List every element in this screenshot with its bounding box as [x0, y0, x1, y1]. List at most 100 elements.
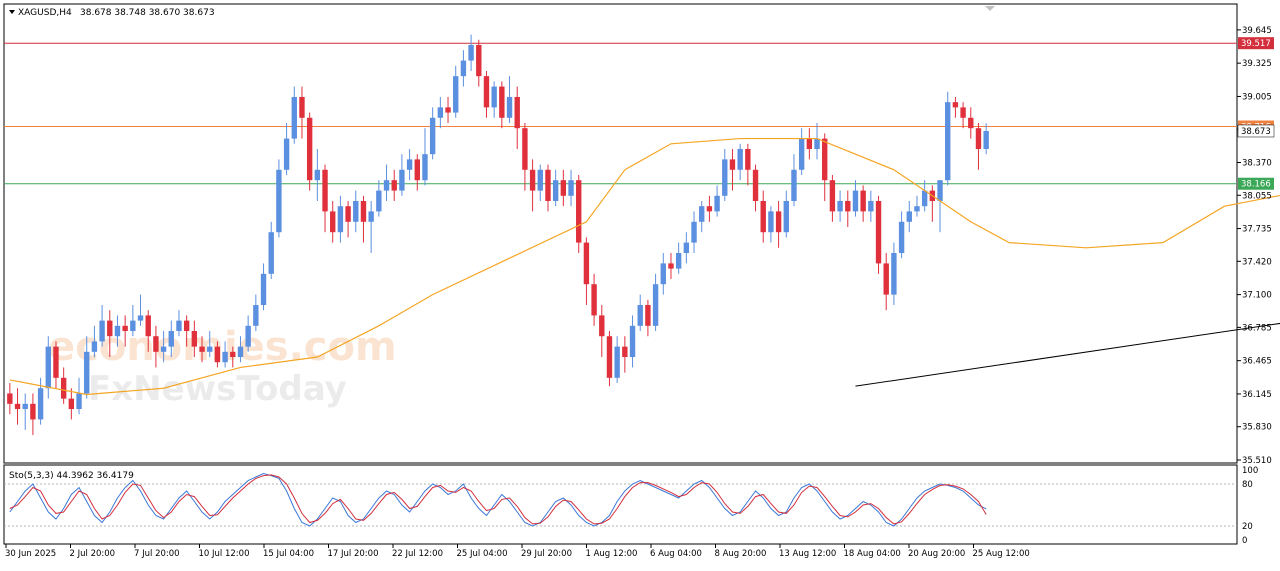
candle-body: [822, 138, 828, 181]
candle-body: [706, 206, 713, 212]
candle-body: [814, 138, 820, 149]
candle-body: [806, 138, 813, 149]
time-tick-label: 18 Aug 04:00: [844, 549, 901, 559]
candle-body: [914, 206, 920, 212]
level-tag-box: [1238, 177, 1274, 190]
candle-body: [260, 273, 267, 306]
candle-body: [775, 211, 782, 233]
candle-body: [683, 242, 690, 254]
candle-body: [476, 44, 482, 77]
candle-body: [114, 325, 121, 337]
oscillator-label: Sto(5,3,3) 44.3962 36.4179: [9, 471, 134, 481]
time-tick-label: 15 Jul 04:00: [263, 549, 314, 559]
price-tick-label: 39.325: [1242, 59, 1272, 69]
candle-body: [68, 398, 75, 410]
candle-body: [222, 351, 228, 363]
price-tick-label: 39.645: [1242, 26, 1272, 36]
candle-body: [522, 128, 528, 170]
price-tick-label: 36.145: [1242, 390, 1272, 400]
candle-body: [145, 315, 151, 337]
candle-body: [337, 206, 344, 233]
candle-body: [660, 263, 666, 285]
candle-body: [591, 284, 597, 316]
candle-body: [699, 206, 705, 222]
candle-body: [860, 190, 866, 212]
candle-body: [383, 180, 390, 191]
dropdown-triangle-icon[interactable]: [9, 10, 15, 14]
time-tick-label: 8 Aug 20:00: [715, 549, 767, 559]
time-tick-label: 17 Jul 20:00: [328, 549, 379, 559]
candle-body: [599, 315, 605, 337]
candle-body: [983, 130, 989, 149]
candle-body: [322, 169, 328, 212]
candle-body: [829, 180, 836, 212]
candle-body: [514, 96, 520, 129]
candle-body: [130, 320, 136, 332]
price-tick-label: 39.005: [1242, 92, 1272, 102]
candle-body: [84, 351, 90, 394]
candle-body: [191, 331, 198, 347]
candle-body: [560, 180, 567, 196]
candle-body: [330, 211, 336, 233]
candle-body: [491, 86, 497, 108]
candle-body: [668, 263, 674, 269]
candle-body: [529, 169, 536, 191]
candle-body: [960, 107, 966, 118]
candle-body: [14, 403, 21, 410]
candle-body: [45, 346, 51, 389]
candle-body: [614, 346, 620, 378]
candle-body: [791, 169, 797, 201]
level-tag-label: 39.517: [1241, 39, 1271, 49]
time-tick-label: 7 Jul 20:00: [134, 549, 180, 559]
candle-body: [414, 159, 420, 181]
time-tick-label: 13 Aug 12:00: [779, 549, 836, 559]
candle-body: [399, 169, 405, 191]
candle-body: [253, 305, 259, 326]
stochastic-signal-line: [9, 474, 987, 525]
candle-body: [760, 200, 766, 233]
main-panel-frame: [3, 3, 1238, 464]
candle-body: [422, 154, 428, 181]
candle-body: [768, 211, 774, 233]
time-tick-label: 25 Jul 04:00: [457, 549, 508, 559]
candle-body: [107, 320, 113, 337]
candle-body: [183, 320, 190, 332]
candle-body: [783, 200, 789, 233]
watermark: economies.com FxNewsToday: [48, 324, 397, 409]
candle-body: [576, 180, 582, 243]
candle-body: [237, 346, 244, 358]
candle-body: [468, 44, 474, 61]
candle-body: [460, 60, 467, 77]
candle-body: [537, 169, 543, 191]
candle-body: [306, 117, 313, 181]
candle-body: [691, 221, 697, 243]
candle-body: [176, 320, 182, 332]
candle-body: [722, 159, 728, 196]
candle-body: [891, 253, 897, 295]
candle-body: [230, 351, 236, 358]
level-tag-box: [1237, 124, 1275, 138]
candle-body: [745, 148, 751, 170]
time-tick-label: 6 Aug 04:00: [650, 549, 702, 559]
candle-body: [629, 325, 636, 358]
candle-body: [268, 232, 274, 274]
time-tick-label: 22 Jul 12:00: [392, 549, 443, 559]
candle-body: [91, 341, 98, 352]
level-tag-label: 38.166: [1241, 180, 1271, 190]
candle-body: [737, 148, 743, 170]
candle-body: [207, 346, 213, 352]
price-tick-label: 35.830: [1242, 423, 1272, 433]
candle-body: [583, 242, 590, 285]
candle-body: [453, 76, 459, 113]
candle-body: [945, 102, 951, 181]
candle-body: [122, 325, 128, 332]
level-tag-box: [1238, 37, 1274, 50]
price-tick-label: 38.055: [1242, 191, 1272, 201]
candle-body: [299, 96, 305, 118]
price-tick-label: 35.510: [1242, 456, 1272, 466]
candle-body: [837, 200, 843, 212]
scroll-marker-icon[interactable]: [985, 6, 995, 11]
price-tick-label: 37.420: [1242, 257, 1272, 267]
candle-body: [376, 190, 382, 212]
